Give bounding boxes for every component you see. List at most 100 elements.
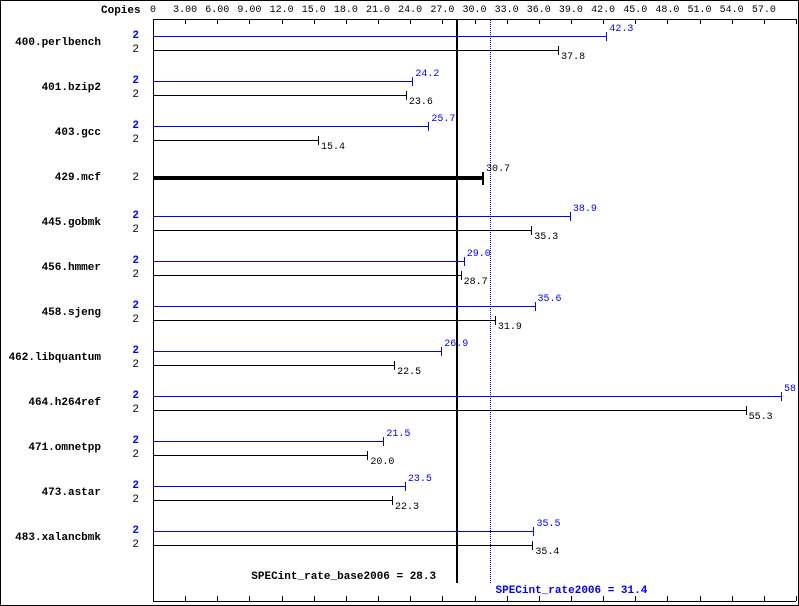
reference-line — [456, 19, 458, 583]
bar-base — [153, 365, 394, 366]
x-tick-top — [796, 19, 797, 24]
x-tick-bottom — [153, 596, 154, 601]
x-tick-label: 48.0 — [655, 5, 679, 16]
bar-peak — [153, 261, 464, 262]
bar-end-tick — [482, 172, 484, 185]
summary-peak: SPECint_rate2006 = 31.4 — [496, 585, 648, 597]
x-tick-top — [282, 19, 283, 24]
bar-peak — [153, 396, 781, 397]
bar-value-peak: 21.5 — [386, 429, 410, 440]
x-tick-label: 24.0 — [398, 5, 422, 16]
bar-value-base: 22.3 — [395, 502, 419, 513]
bar-value-peak: 29.0 — [467, 249, 491, 260]
benchmark-name: 403.gcc — [1, 127, 101, 139]
bar-peak — [153, 531, 533, 532]
bar-end-tick-base — [531, 226, 532, 235]
benchmark-name: 464.h264ref — [1, 397, 101, 409]
x-tick-label: 39.0 — [559, 5, 583, 16]
copies-peak: 2 — [119, 75, 139, 87]
copies-base: 2 — [119, 404, 139, 416]
bar-end-tick-base — [392, 496, 393, 505]
bar-base — [153, 50, 558, 51]
bar-peak — [153, 81, 412, 82]
bar-end-tick-peak — [405, 482, 406, 491]
bar-end-tick-peak — [570, 212, 571, 221]
copies-base: 2 — [119, 314, 139, 326]
copies-peak: 2 — [119, 210, 139, 222]
copies-base: 2 — [119, 359, 139, 371]
copies-base: 2 — [119, 449, 139, 461]
x-tick-top — [635, 19, 636, 24]
x-tick-top — [346, 19, 347, 24]
bar-value-peak: 35.5 — [536, 519, 560, 530]
copies-peak: 2 — [119, 480, 139, 492]
bar-base — [153, 500, 392, 501]
x-tick-top — [764, 19, 765, 24]
bar-value-base: 15.4 — [321, 142, 345, 153]
bar-end-tick-peak — [412, 77, 413, 86]
x-tick-label: 6.00 — [205, 5, 229, 16]
bar-base — [153, 410, 746, 411]
x-tick-bottom — [475, 596, 476, 601]
x-tick-bottom — [796, 596, 797, 601]
spec-rate-chart: Copies03.006.009.0012.015.018.021.024.02… — [0, 0, 799, 606]
bar-value-base: 23.6 — [409, 97, 433, 108]
bar-value-base: 35.4 — [535, 547, 559, 558]
x-tick-label: 54.0 — [720, 5, 744, 16]
x-tick-bottom — [378, 596, 379, 601]
x-tick-top — [249, 19, 250, 24]
bar-end-tick-base — [461, 271, 462, 280]
x-tick-bottom — [764, 596, 765, 601]
x-axis-bottom — [153, 601, 796, 602]
bar-base — [153, 275, 461, 276]
bar-end-tick-peak — [606, 32, 607, 41]
bar-base — [153, 455, 367, 456]
copies-base: 2 — [119, 134, 139, 146]
benchmark-name: 445.gobmk — [1, 217, 101, 229]
bar-value-peak: 26.9 — [444, 339, 468, 350]
bar-value-peak: 23.5 — [408, 474, 432, 485]
x-tick-label: 3.00 — [173, 5, 197, 16]
summary-base: SPECint_rate_base2006 = 28.3 — [251, 571, 436, 583]
x-tick-top — [314, 19, 315, 24]
bar-base — [153, 545, 532, 546]
x-tick-label: 12.0 — [270, 5, 294, 16]
x-tick-top — [442, 19, 443, 24]
bar-end-tick-peak — [533, 527, 534, 536]
x-tick-label: 33.0 — [495, 5, 519, 16]
bar-value-peak: 42.3 — [609, 24, 633, 35]
x-tick-top — [539, 19, 540, 24]
x-tick-bottom — [185, 596, 186, 601]
bar-end-tick-base — [495, 316, 496, 325]
reference-line — [490, 19, 491, 583]
bar-base — [153, 140, 318, 141]
copies-header: Copies — [101, 5, 141, 17]
x-tick-top — [153, 19, 154, 24]
bar-end-tick-peak — [535, 302, 536, 311]
x-tick-bottom — [442, 596, 443, 601]
x-tick-bottom — [410, 596, 411, 601]
bar-end-tick-peak — [441, 347, 442, 356]
bar-base — [153, 95, 406, 96]
x-tick-label: 9.00 — [237, 5, 261, 16]
x-tick-top — [667, 19, 668, 24]
x-tick-top — [475, 19, 476, 24]
bar-peak — [153, 216, 570, 217]
x-tick-bottom — [346, 596, 347, 601]
bar-value-base: 31.9 — [498, 322, 522, 333]
bar-peak — [153, 306, 535, 307]
copies-base: 2 — [119, 172, 139, 184]
copies-base: 2 — [119, 224, 139, 236]
bar-value-base: 35.3 — [534, 232, 558, 243]
bar-value-base: 20.0 — [370, 457, 394, 468]
x-tick-label: 30.0 — [462, 5, 486, 16]
x-tick-top — [185, 19, 186, 24]
x-tick-top — [732, 19, 733, 24]
benchmark-name: 483.xalancbmk — [1, 532, 101, 544]
x-tick-top — [378, 19, 379, 24]
bar-end-tick-peak — [464, 257, 465, 266]
bar-value-peak: 35.6 — [538, 294, 562, 305]
x-tick-label: 27.0 — [430, 5, 454, 16]
x-tick-bottom — [314, 596, 315, 601]
x-tick-top — [571, 19, 572, 24]
